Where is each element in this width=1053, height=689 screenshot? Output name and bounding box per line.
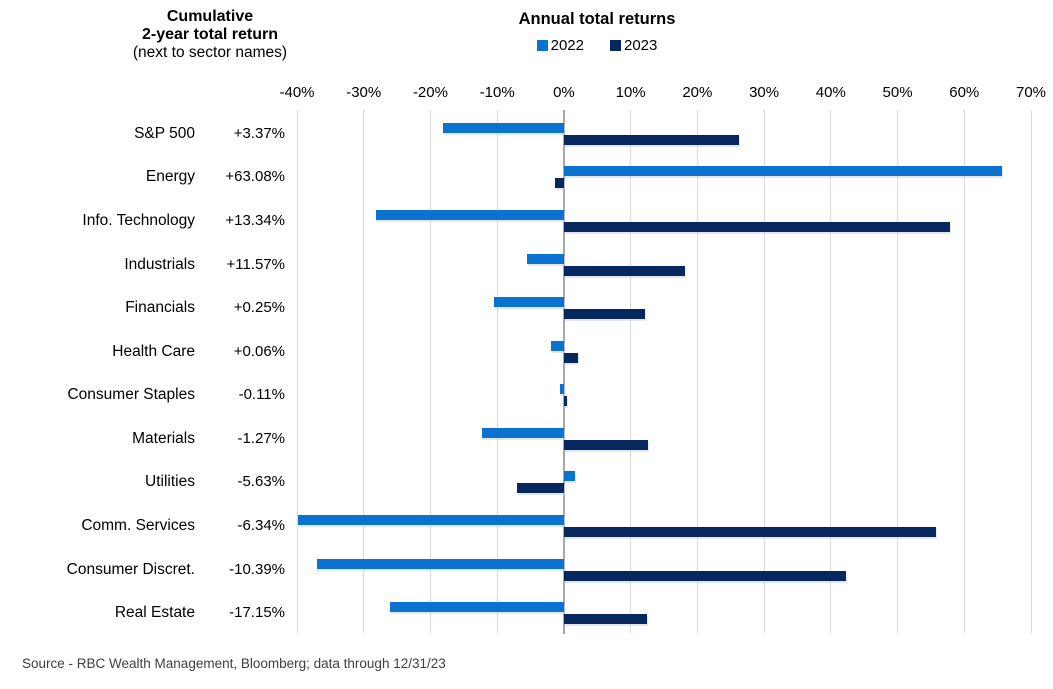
gridline <box>963 110 965 633</box>
sector-label: Utilities <box>145 473 195 491</box>
bar-2022-real-estate <box>389 602 564 613</box>
bar-2022-industrials <box>527 253 564 264</box>
bar-2023-financials <box>563 309 646 320</box>
x-tick-label: -40% <box>279 84 315 101</box>
bar-2022-consumer-discret- <box>317 558 564 569</box>
sector-label: Info. Technology <box>82 211 195 229</box>
cumulative-return-label: -0.11% <box>238 386 285 404</box>
sector-label: Consumer Staples <box>67 386 195 404</box>
chart-title-block: Annual total returns 2022 2023 <box>437 10 757 54</box>
chart-title: Annual total returns <box>518 10 676 28</box>
bar-2023-consumer-staples <box>563 396 568 407</box>
bar-2023-utilities <box>516 483 564 494</box>
source-note: Source - RBC Wealth Management, Bloomber… <box>22 656 446 671</box>
x-tick-label: 10% <box>615 84 646 101</box>
gridline <box>763 110 765 633</box>
cumulative-return-label: +0.25% <box>233 299 285 317</box>
bar-2023-s-p-500 <box>563 134 740 145</box>
cumulative-return-label: +11.57% <box>226 255 285 273</box>
sector-label: Energy <box>145 168 195 186</box>
legend-item-2023: 2023 <box>610 37 657 54</box>
x-tick-label: 70% <box>1015 84 1047 101</box>
bar-2022-comm-services <box>297 515 564 526</box>
x-tick-label: 60% <box>949 84 980 101</box>
x-tick-label: 30% <box>749 84 780 101</box>
x-tick-label: 40% <box>815 84 846 101</box>
gridline <box>429 110 431 633</box>
sector-label: Health Care <box>112 342 195 360</box>
bar-2023-health-care <box>563 352 578 363</box>
sector-label: S&P 500 <box>134 124 195 142</box>
bar-2022-health-care <box>550 340 564 351</box>
left-header-title-line1: Cumulative <box>166 8 254 25</box>
cumulative-return-label: +3.37% <box>233 124 285 142</box>
bar-2022-utilities <box>563 471 575 482</box>
sector-label: Consumer Discret. <box>66 560 195 578</box>
bar-2023-industrials <box>563 265 685 276</box>
sector-label: Industrials <box>124 255 195 273</box>
bar-2022-info-technology <box>375 209 564 220</box>
cumulative-return-label: +63.08% <box>225 168 285 186</box>
bar-2022-financials <box>493 297 564 308</box>
gridline <box>696 110 698 633</box>
cumulative-return-label: +13.34% <box>225 211 285 229</box>
bar-2022-consumer-staples <box>559 384 564 395</box>
left-header-title-line2: 2-year total return <box>141 25 279 43</box>
bar-2023-info-technology <box>563 221 950 232</box>
sector-label: Financials <box>125 299 195 317</box>
x-tick-label: 20% <box>682 84 713 101</box>
x-tick-label: -20% <box>412 84 448 101</box>
bar-2023-real-estate <box>563 614 647 625</box>
cumulative-return-label: -6.34% <box>237 517 285 535</box>
cumulative-return-label: -10.39% <box>229 560 285 578</box>
x-tick-label: 0% <box>553 84 575 101</box>
legend: 2022 2023 <box>437 37 757 54</box>
cumulative-return-label: -1.27% <box>237 429 285 447</box>
zero-axis-line <box>562 110 565 634</box>
cumulative-return-label: -17.15% <box>229 604 285 622</box>
bar-2022-materials <box>481 427 564 438</box>
bar-2023-comm-services <box>563 527 937 538</box>
legend-swatch-2022 <box>536 40 548 51</box>
x-tick-label: -10% <box>479 84 515 101</box>
legend-swatch-2023 <box>610 40 621 51</box>
bar-2022-s-p-500 <box>443 122 564 133</box>
gridline <box>296 110 298 633</box>
sector-label: Real Estate <box>114 604 195 622</box>
sector-label: Materials <box>132 429 195 447</box>
cumulative-return-label: +0.06% <box>233 342 285 360</box>
bar-2023-consumer-discret- <box>563 570 847 581</box>
bar-2023-energy <box>555 178 564 189</box>
sector-label: Comm. Services <box>81 517 195 535</box>
bar-2023-materials <box>563 439 648 450</box>
x-tick-label: -30% <box>346 84 382 101</box>
legend-label: 2023 <box>624 37 658 54</box>
legend-item-2022: 2022 <box>536 37 584 54</box>
legend-label: 2022 <box>550 37 584 54</box>
left-header-subtitle: (next to sector names) <box>132 44 288 61</box>
gridline <box>363 110 365 633</box>
gridline <box>1030 110 1032 633</box>
cumulative-return-label: -5.63% <box>237 473 285 491</box>
gridline <box>830 110 832 633</box>
x-tick-label: 50% <box>882 84 913 101</box>
left-header: Cumulative 2-year total return (next to … <box>60 8 360 62</box>
gridline <box>496 110 498 633</box>
bar-2022-energy <box>563 166 1003 177</box>
gridline <box>897 110 899 633</box>
gridline <box>630 110 632 633</box>
